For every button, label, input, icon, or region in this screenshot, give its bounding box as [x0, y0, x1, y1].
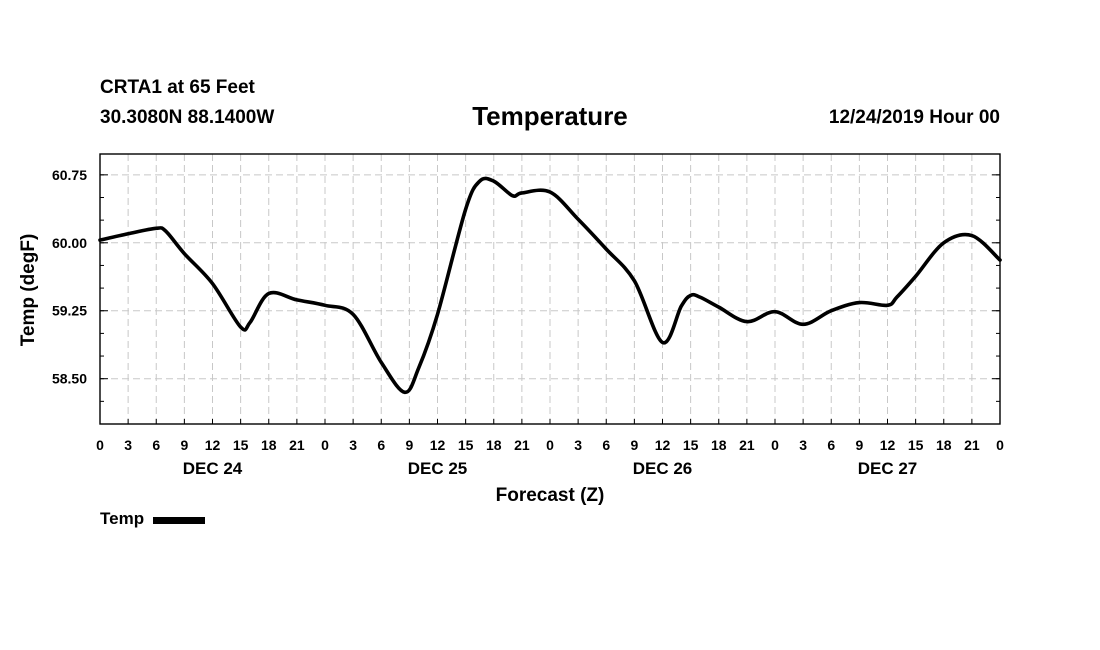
x-tick-label: 18: [261, 437, 277, 453]
x-tick-label: 9: [405, 437, 413, 453]
x-tick-label: 9: [180, 437, 188, 453]
legend: Temp: [100, 509, 206, 529]
x-tick-label: 6: [602, 437, 610, 453]
x-tick-label: 9: [855, 437, 863, 453]
x-axis-label: Forecast (Z): [496, 485, 605, 506]
x-axis-ticks: 0 3 6 9 12 15 18 21 0 3 6 9 12 15 18 21 0 3 6 9 12 15 18 21 0 3 6 9…: [96, 419, 1004, 453]
x-tick-label: 3: [574, 437, 582, 453]
day-label: DEC 24: [183, 459, 243, 478]
x-tick-label: 18: [486, 437, 502, 453]
x-tick-label: 18: [936, 437, 952, 453]
x-tick-label: 0: [96, 437, 104, 453]
y-tick-label: 58.50: [52, 371, 87, 387]
x-tick-label: 6: [827, 437, 835, 453]
x-tick-label: 15: [458, 437, 474, 453]
legend-swatch-temp: [153, 517, 206, 524]
y-axis-ticks: 58.50 59.25 60.00 60.75: [52, 167, 1000, 387]
y-axis-label: Temp (degF): [18, 234, 39, 347]
x-tick-label: 15: [908, 437, 924, 453]
x-tick-label: 18: [711, 437, 727, 453]
x-tick-label: 15: [233, 437, 249, 453]
x-tick-label: 15: [683, 437, 699, 453]
series-line-temp: [98, 176, 1002, 395]
x-tick-label: 6: [152, 437, 160, 453]
x-tick-label: 21: [514, 437, 530, 453]
day-label: DEC 25: [408, 459, 468, 478]
x-tick-label: 3: [349, 437, 357, 453]
day-label: DEC 26: [633, 459, 693, 478]
day-label: DEC 27: [858, 459, 918, 478]
x-tick-label: 12: [880, 437, 896, 453]
legend-label: Temp: [100, 509, 145, 528]
x-tick-label: 0: [771, 437, 779, 453]
x-tick-label: 12: [655, 437, 671, 453]
x-tick-label: 0: [546, 437, 554, 453]
forecast-datetime: 12/24/2019 Hour 00: [828, 107, 1000, 128]
grid: [100, 154, 1000, 424]
y-tick-label: 60.00: [52, 235, 87, 251]
x-tick-label: 21: [964, 437, 980, 453]
x-tick-label: 3: [799, 437, 807, 453]
day-labels: DEC 24 DEC 25 DEC 26 DEC 27: [183, 459, 918, 478]
x-tick-label: 12: [430, 437, 446, 453]
x-tick-label: 21: [739, 437, 755, 453]
y-tick-label: 60.75: [52, 167, 87, 183]
y-tick-label: 59.25: [52, 303, 87, 319]
chart-title: Temperature: [472, 101, 628, 131]
x-tick-label: 3: [124, 437, 132, 453]
x-tick-label: 12: [205, 437, 221, 453]
x-tick-label: 9: [630, 437, 638, 453]
x-tick-label: 21: [289, 437, 305, 453]
station-label: CRTA1 at 65 Feet: [100, 77, 255, 98]
x-tick-label: 6: [377, 437, 385, 453]
location-label: 30.3080N 88.1400W: [100, 107, 275, 128]
x-tick-label: 0: [996, 437, 1004, 453]
x-tick-label: 0: [321, 437, 329, 453]
